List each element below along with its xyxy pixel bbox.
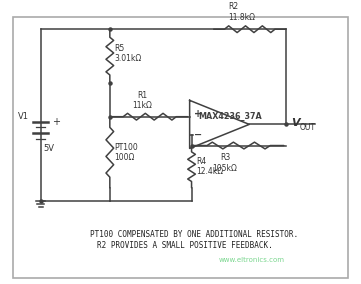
Text: V1: V1 (18, 112, 29, 121)
Text: PT100
100Ω: PT100 100Ω (115, 143, 138, 162)
Text: R5
3.01kΩ: R5 3.01kΩ (115, 43, 142, 63)
Text: www.eltronics.com: www.eltronics.com (219, 257, 285, 263)
Text: −: − (195, 130, 203, 140)
Text: R2
11.8kΩ: R2 11.8kΩ (228, 2, 255, 22)
Text: 5V: 5V (43, 144, 55, 153)
Text: R3
105kΩ: R3 105kΩ (213, 153, 238, 173)
Text: R1
11kΩ: R1 11kΩ (132, 91, 152, 110)
Text: V: V (292, 118, 300, 128)
Text: OUT: OUT (299, 123, 315, 132)
Text: MAX4236_37A: MAX4236_37A (198, 112, 262, 121)
Text: PT100 COMPENSATED BY ONE ADDITIONAL RESISTOR.: PT100 COMPENSATED BY ONE ADDITIONAL RESI… (90, 229, 299, 239)
Text: +: + (52, 116, 60, 126)
Text: +: + (195, 109, 203, 119)
Text: R2 PROVIDES A SMALL POSITIVE FEEDBACK.: R2 PROVIDES A SMALL POSITIVE FEEDBACK. (97, 241, 273, 250)
Text: R4
12.4kΩ: R4 12.4kΩ (196, 157, 223, 176)
